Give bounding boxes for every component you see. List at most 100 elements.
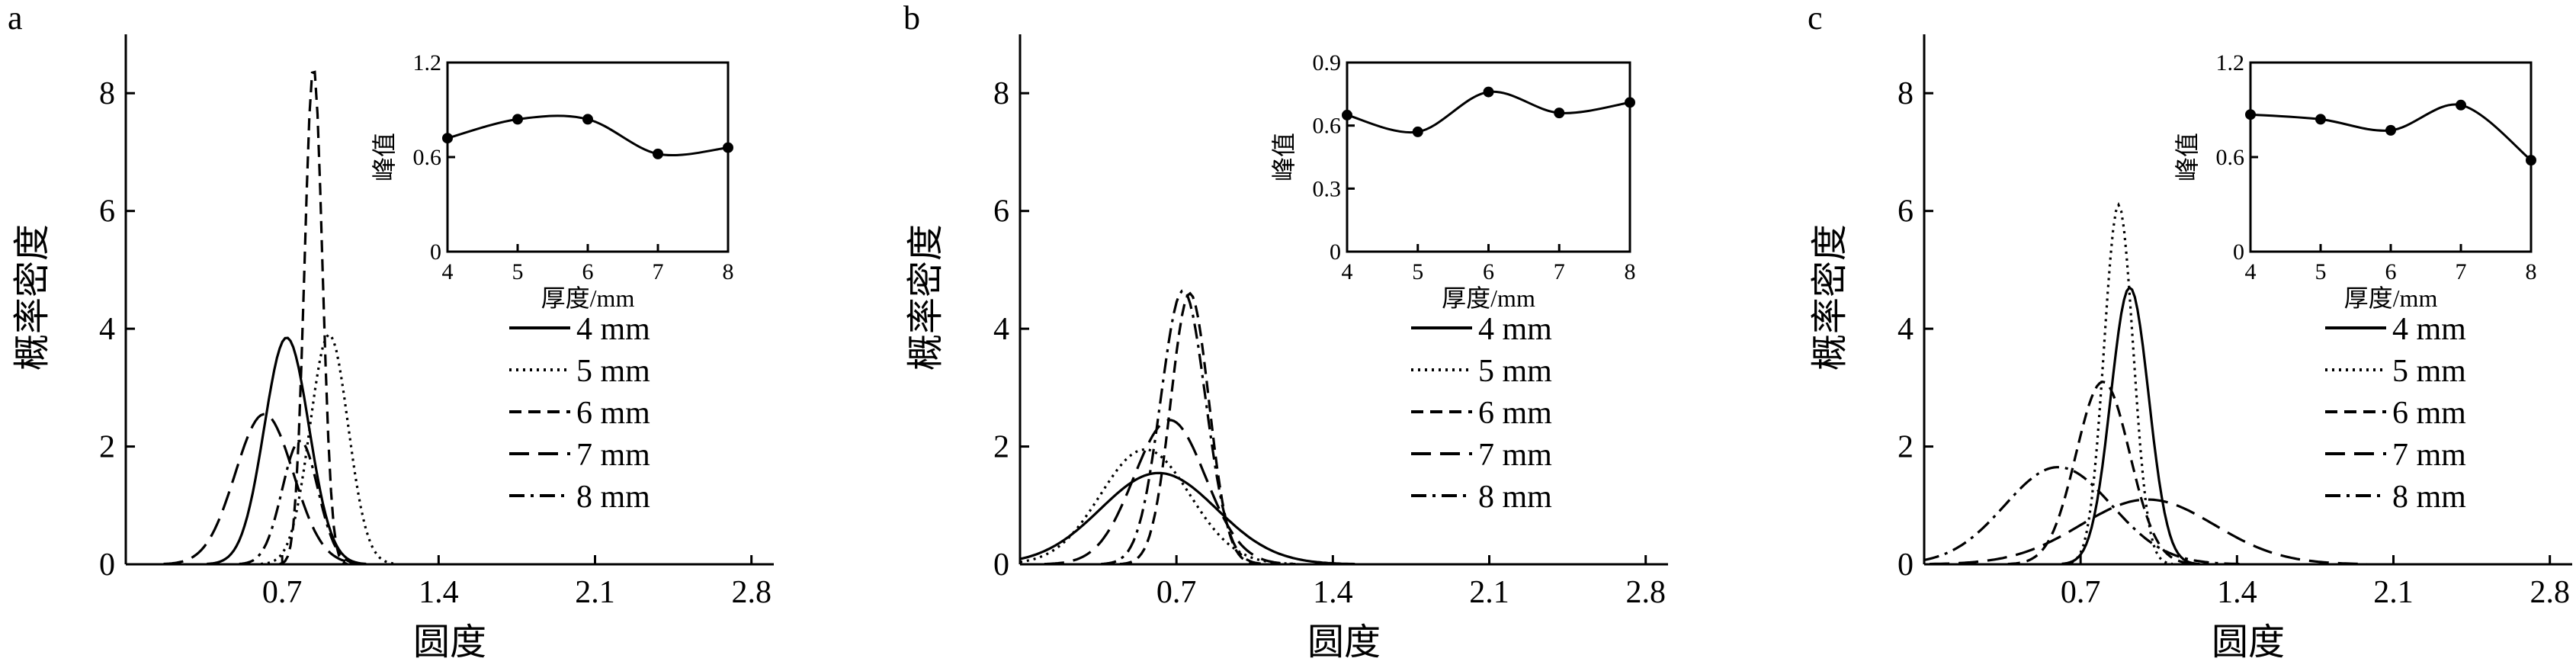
legend-label: 6 mm bbox=[576, 396, 650, 431]
inset-x-tick-label: 7 bbox=[653, 259, 664, 284]
inset-y-tick-label: 1.2 bbox=[413, 50, 442, 75]
inset-data-point bbox=[1342, 109, 1352, 120]
inset-y-tick-label: 0 bbox=[2233, 239, 2244, 265]
y-axis-label: 概率密度 bbox=[12, 224, 53, 371]
x-axis-label: 圆度 bbox=[1307, 622, 1381, 663]
legend-label: 8 mm bbox=[2392, 480, 2466, 515]
y-tick-label: 0 bbox=[99, 548, 115, 583]
inset-x-axis-label: 厚度/mm bbox=[2344, 284, 2438, 312]
inset-data-point bbox=[1625, 97, 1635, 108]
x-tick-label: 0.7 bbox=[2061, 575, 2101, 610]
inset-x-tick-label: 5 bbox=[2315, 259, 2327, 284]
y-tick-label: 6 bbox=[99, 194, 115, 230]
inset-x-tick-label: 5 bbox=[1412, 259, 1423, 284]
inset-y-axis-label: 峰值 bbox=[371, 133, 398, 181]
inset-y-tick-label: 0.9 bbox=[1313, 50, 1342, 75]
legend-label: 7 mm bbox=[576, 438, 650, 473]
inset-x-tick-label: 6 bbox=[582, 259, 594, 284]
inset-data-point bbox=[512, 114, 523, 125]
series-line-6mm bbox=[279, 70, 348, 566]
inset-data-point bbox=[653, 148, 663, 159]
inset-frame bbox=[446, 61, 730, 253]
series-line-8mm bbox=[239, 439, 361, 566]
chart-panel-b: b 0 2 4 6 8 0.7 1.4 2.1 2.8 圆度 概率密度 4 mm 5 mm 6 mm 7 mm… bbox=[903, 0, 1668, 663]
inset-y-tick-label: 0 bbox=[430, 239, 441, 265]
inset-data-point bbox=[1412, 126, 1423, 137]
inset-chart: 0 0.3 0.6 0.9 4 5 6 7 8 厚度/mm 峰值 bbox=[1270, 50, 1636, 312]
y-tick-label: 2 bbox=[99, 430, 115, 465]
y-tick-label: 4 bbox=[99, 312, 115, 347]
y-tick-label: 0 bbox=[1898, 548, 1914, 583]
legend-label: 7 mm bbox=[1478, 438, 1552, 473]
chart-panel-a: a 0 2 4 6 8 0.7 1.4 2.1 2.8 圆度 概率密度 4 mm 5 mm 6 mm 7 mm… bbox=[8, 0, 774, 663]
legend-label: 6 mm bbox=[1478, 396, 1552, 431]
series-line-5mm bbox=[260, 333, 396, 566]
y-tick-label: 4 bbox=[1898, 312, 1914, 347]
inset-frame bbox=[2249, 61, 2533, 253]
inset-data-point bbox=[2385, 124, 2396, 136]
inset-x-tick-label: 5 bbox=[512, 259, 524, 284]
x-tick-label: 2.8 bbox=[731, 575, 772, 610]
legend-label: 5 mm bbox=[576, 354, 650, 389]
legend-label: 8 mm bbox=[576, 480, 650, 515]
inset-data-point bbox=[1483, 86, 1494, 98]
y-axis-label: 概率密度 bbox=[1810, 224, 1850, 371]
x-tick-label: 1.4 bbox=[419, 575, 459, 610]
inset-data-point bbox=[582, 114, 593, 125]
inset-y-tick-label: 0.3 bbox=[1313, 176, 1342, 201]
chart-panel-c: c 0 2 4 6 8 0.7 1.4 2.1 2.8 圆度 概率密度 4 mm 5 mm 6 mm 7 mm… bbox=[1808, 0, 2572, 663]
x-tick-label: 0.7 bbox=[1156, 575, 1197, 610]
legend-label: 4 mm bbox=[2392, 312, 2466, 347]
series-line-5mm bbox=[2064, 201, 2173, 566]
y-tick-label: 8 bbox=[1898, 76, 1914, 111]
inset-x-tick-label: 8 bbox=[723, 259, 734, 284]
x-tick-label: 2.8 bbox=[1625, 575, 1666, 610]
series-line-7mm bbox=[1044, 419, 1296, 566]
legend-label: 5 mm bbox=[1478, 354, 1552, 389]
inset-y-tick-label: 0.6 bbox=[2216, 145, 2245, 170]
inset-x-tick-label: 8 bbox=[1625, 259, 1636, 284]
legend-label: 5 mm bbox=[2392, 354, 2466, 389]
x-tick-label: 1.4 bbox=[2217, 575, 2257, 610]
series-line-7mm bbox=[163, 413, 367, 566]
legend-label: 7 mm bbox=[2392, 438, 2466, 473]
panel-letter: c bbox=[1808, 0, 1823, 37]
legend-label: 4 mm bbox=[1478, 312, 1552, 347]
inset-x-axis-label: 厚度/mm bbox=[1442, 284, 1535, 312]
x-tick-label: 2.1 bbox=[1469, 575, 1509, 610]
y-tick-label: 8 bbox=[993, 76, 1009, 111]
inset-y-tick-label: 0.6 bbox=[1313, 114, 1342, 139]
inset-data-point bbox=[2456, 99, 2466, 111]
legend-label: 6 mm bbox=[2392, 396, 2466, 431]
y-axis-label: 概率密度 bbox=[906, 224, 946, 371]
inset-y-tick-label: 0.6 bbox=[413, 145, 442, 170]
y-tick-label: 0 bbox=[993, 548, 1009, 583]
inset-y-axis-label: 峰值 bbox=[2173, 133, 2201, 181]
panel-letter: b bbox=[903, 0, 920, 37]
series-line-7mm bbox=[1930, 498, 2367, 566]
series-line-8mm bbox=[1101, 289, 1266, 566]
inset-peak-line bbox=[1346, 90, 1631, 134]
series-line-4mm bbox=[1019, 471, 1355, 566]
inset-x-tick-label: 7 bbox=[2456, 259, 2467, 284]
y-tick-label: 4 bbox=[993, 312, 1009, 347]
inset-y-tick-label: 0 bbox=[1330, 239, 1341, 265]
panel-letter: a bbox=[8, 0, 23, 37]
x-axis-label: 圆度 bbox=[413, 622, 486, 663]
inset-data-point bbox=[442, 133, 453, 144]
y-tick-label: 2 bbox=[1898, 430, 1914, 465]
inset-x-axis-label: 厚度/mm bbox=[541, 284, 635, 312]
inset-data-point bbox=[2315, 114, 2326, 125]
y-tick-label: 6 bbox=[993, 194, 1009, 230]
legend-label: 8 mm bbox=[1478, 480, 1552, 515]
inset-x-tick-label: 6 bbox=[1483, 259, 1494, 284]
inset-chart: 0 0.6 1.2 4 5 6 7 8 厚度/mm 峰值 bbox=[2173, 50, 2537, 312]
inset-data-point bbox=[2245, 109, 2256, 120]
y-tick-label: 8 bbox=[99, 76, 115, 111]
y-tick-label: 6 bbox=[1898, 194, 1914, 230]
series-line-6mm bbox=[1119, 291, 1258, 566]
inset-data-point bbox=[723, 142, 733, 153]
series-line-4mm bbox=[207, 336, 367, 566]
x-tick-label: 1.4 bbox=[1313, 575, 1353, 610]
